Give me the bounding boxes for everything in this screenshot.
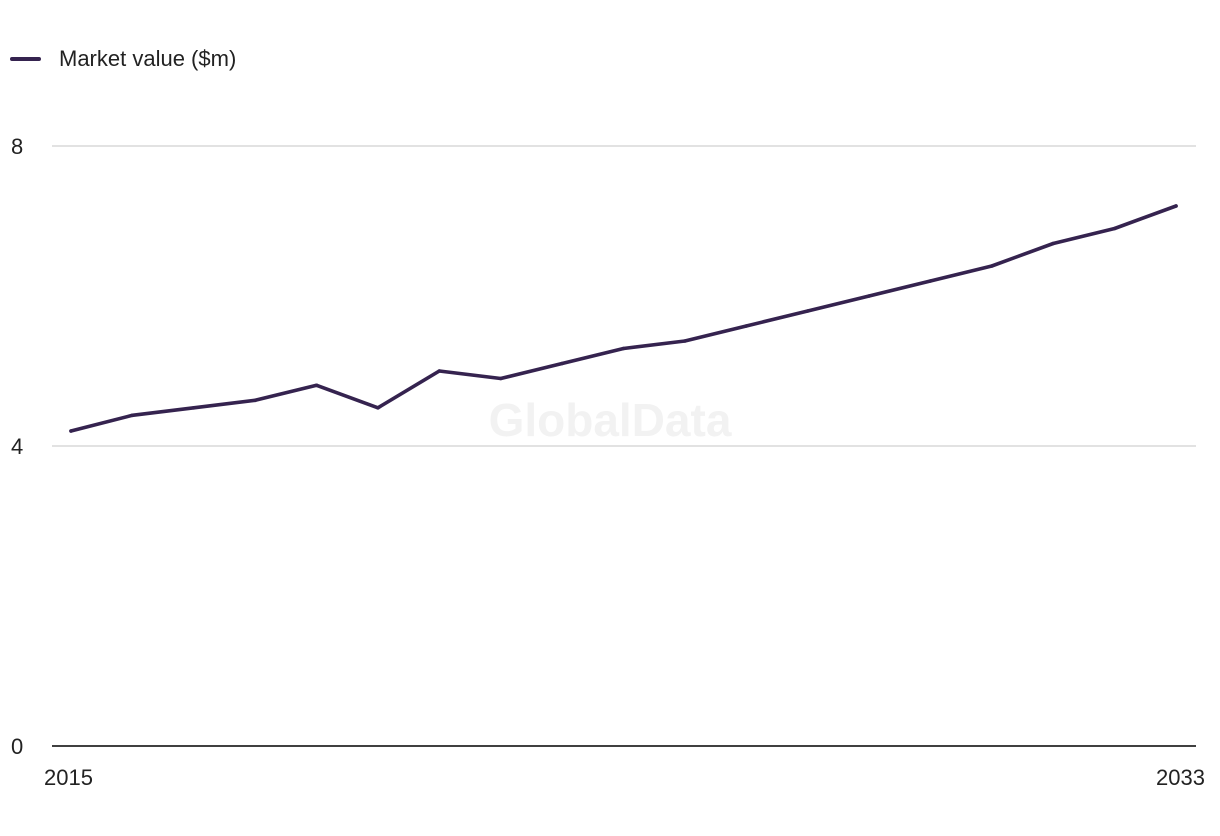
x-tick-label: 2015 xyxy=(44,765,93,790)
y-tick-label: 8 xyxy=(11,134,23,159)
data-point xyxy=(1112,226,1117,231)
legend-label: Market value ($m) xyxy=(59,46,237,71)
y-tick-label: 0 xyxy=(11,734,23,759)
data-point xyxy=(498,376,503,381)
data-point xyxy=(867,294,871,298)
data-point xyxy=(560,361,564,366)
watermark: GlobalData xyxy=(489,394,732,446)
data-point xyxy=(69,429,73,433)
y-tick-label: 4 xyxy=(11,434,23,459)
data-point xyxy=(437,369,442,373)
legend-swatch xyxy=(10,57,41,61)
data-point xyxy=(314,383,319,388)
data-point xyxy=(805,309,810,313)
data-point xyxy=(683,339,687,343)
y-axis-ticks: 0 4 8 xyxy=(11,134,23,759)
legend: Market value ($m) xyxy=(10,46,236,72)
series-layer xyxy=(69,204,1178,433)
data-point xyxy=(253,398,257,403)
grid-lines xyxy=(52,145,1196,447)
data-point xyxy=(1051,241,1055,246)
data-point xyxy=(1174,204,1178,208)
x-tick-label: 2033 xyxy=(1156,765,1205,790)
data-point xyxy=(130,413,135,418)
data-point xyxy=(376,406,380,410)
data-point xyxy=(621,346,626,351)
data-point xyxy=(744,324,749,328)
data-point xyxy=(990,264,994,268)
data-point xyxy=(192,406,196,410)
x-axis-ticks: 2015 2033 xyxy=(44,765,1205,790)
data-point xyxy=(928,279,933,283)
